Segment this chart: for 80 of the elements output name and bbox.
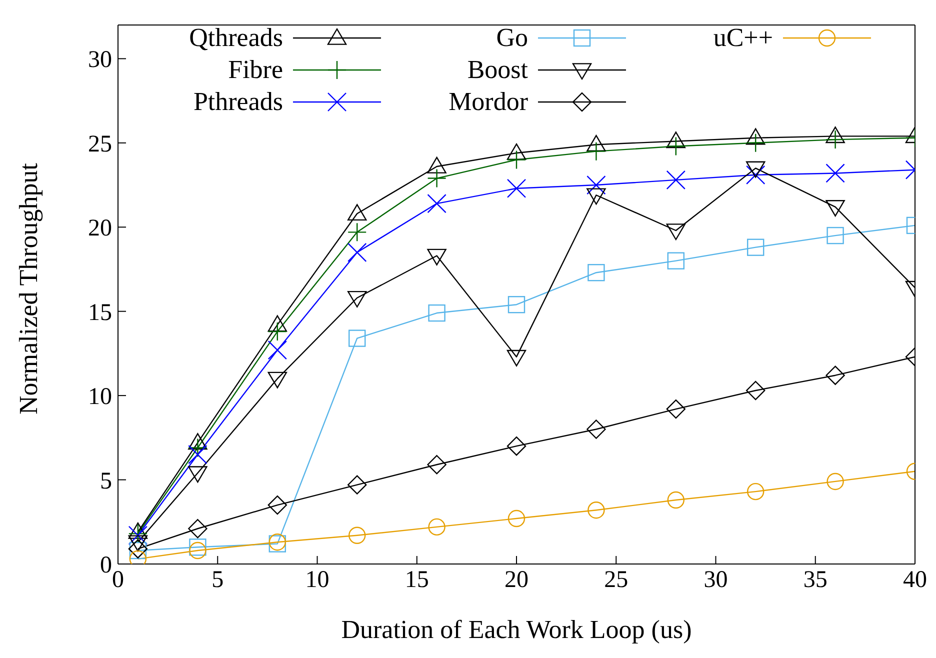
y-tick-label: 20 [88,216,112,242]
point [188,466,208,483]
point [427,168,446,188]
point [348,204,367,221]
point [746,128,766,145]
point [667,252,684,270]
point [189,542,206,560]
point [826,472,844,490]
point [746,133,766,153]
point [427,248,446,266]
point [506,178,526,198]
point [427,455,446,474]
x-tick-label: 40 [903,567,927,594]
point [506,150,526,170]
legend-label: Mordor [448,87,528,117]
point [348,526,366,544]
y-axis-title: Normalized Throughput [14,162,44,414]
legend-label: Go [496,23,528,53]
point [348,475,367,494]
point [188,444,208,464]
point [826,164,845,183]
point [666,399,686,419]
x-tick-label: 15 [404,567,429,594]
legend-label: Boost [467,55,528,85]
point [268,340,287,360]
point [506,436,526,456]
point [268,495,287,515]
x-axis-title: Duration of Each Work Loop (us) [341,615,692,644]
point [506,143,526,160]
legend-label: Qthreads [189,23,283,53]
point [826,126,845,144]
point [348,222,367,242]
point [188,438,208,458]
point [667,491,684,509]
y-tick-label: 25 [88,131,112,158]
point [747,482,764,500]
y-tick-label: 30 [88,47,112,74]
x-tick-label: 20 [504,567,528,594]
x-tick-label: 5 [212,567,224,594]
x-tick-label: 30 [704,567,728,594]
point [826,226,844,244]
point [427,156,446,174]
point [746,380,766,400]
point [348,290,367,308]
point [427,194,446,214]
point [666,136,686,156]
y-tick-label: 15 [88,300,112,326]
point [188,433,208,450]
x-tick-label: 35 [803,567,828,594]
point [588,264,605,282]
point [746,165,766,185]
point [188,519,208,538]
point [586,420,606,439]
point [508,296,526,314]
point [506,350,526,366]
x-tick-label: 10 [305,567,330,594]
point [348,330,366,347]
point [268,322,287,342]
x-tick-label: 25 [604,567,628,594]
point [666,170,686,190]
point [268,315,287,332]
y-tick-label: 5 [100,468,112,494]
point [666,132,686,148]
point [428,518,446,536]
legend-label: uC++ [713,23,773,53]
point [128,535,148,552]
point [189,538,206,556]
point [747,238,764,256]
legend-label: Pthreads [193,87,283,117]
point [508,510,526,528]
point [586,175,606,195]
point [348,242,367,262]
point [586,142,606,161]
y-tick-label: 10 [88,384,112,410]
legend-label: Fibre [228,55,283,85]
point [826,366,845,385]
point [588,502,605,519]
point [428,304,446,322]
point [268,372,287,388]
point [826,130,845,150]
